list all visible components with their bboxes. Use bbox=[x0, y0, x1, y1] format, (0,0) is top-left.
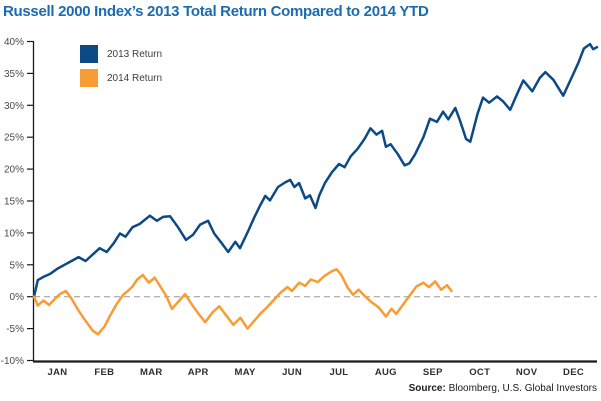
y-axis-label: 5% bbox=[10, 260, 25, 271]
y-axis-label: 25% bbox=[4, 133, 24, 144]
source-label: Source: bbox=[408, 383, 446, 394]
legend-label-2014: 2014 Return bbox=[107, 72, 163, 84]
legend-item-2013: 2013 Return bbox=[80, 45, 162, 63]
y-axis-label: 35% bbox=[4, 69, 24, 80]
y-axis-label: 10% bbox=[4, 228, 24, 239]
x-axis-month-label: FEB bbox=[94, 367, 114, 378]
x-axis-month-label: OCT bbox=[469, 367, 490, 378]
x-axis-month-label: AUG bbox=[375, 367, 397, 378]
legend-label-2013: 2013 Return bbox=[107, 48, 163, 60]
series-line-2014 bbox=[32, 268, 453, 336]
series-line-2013 bbox=[32, 42, 599, 298]
y-axis-label: 20% bbox=[4, 165, 24, 176]
x-axis-month-label: JUL bbox=[330, 367, 349, 378]
legend-swatch-2014 bbox=[80, 69, 98, 87]
x-axis-month-label: JUN bbox=[282, 367, 302, 378]
y-axis-label: -10% bbox=[1, 356, 24, 367]
x-axis-month-label: APR bbox=[188, 367, 209, 378]
y-axis-label: -5% bbox=[6, 324, 24, 335]
x-axis-month-label: DEC bbox=[563, 367, 584, 378]
chart-title: Russell 2000 Index’s 2013 Total Return C… bbox=[3, 3, 429, 20]
chart-legend: 2013 Return 2014 Return bbox=[80, 45, 162, 93]
y-axis-label: 15% bbox=[4, 197, 24, 208]
x-axis-month-label: NOV bbox=[516, 367, 538, 378]
legend-item-2014: 2014 Return bbox=[80, 69, 162, 87]
x-axis-month-label: JAN bbox=[48, 367, 68, 378]
x-axis-month-label: SEP bbox=[423, 367, 443, 378]
legend-swatch-2013 bbox=[80, 45, 98, 63]
y-axis-label: 30% bbox=[4, 101, 24, 112]
x-axis-month-label: MAR bbox=[140, 367, 163, 378]
source-attribution: Source: Bloomberg, U.S. Global Investors bbox=[409, 383, 597, 394]
source-text: Bloomberg, U.S. Global Investors bbox=[445, 383, 597, 394]
y-axis-label: 40% bbox=[4, 37, 24, 48]
x-axis-month-label: MAY bbox=[235, 367, 257, 378]
y-axis-label: 0% bbox=[10, 292, 25, 303]
